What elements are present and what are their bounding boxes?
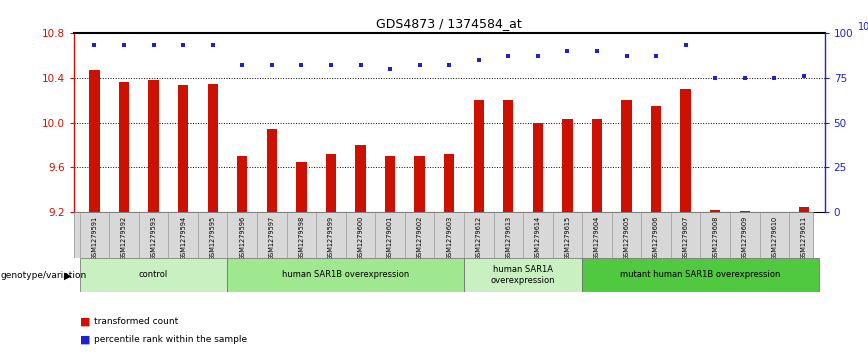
Bar bbox=[119, 82, 129, 212]
Text: GSM1279596: GSM1279596 bbox=[240, 216, 246, 260]
Point bbox=[147, 42, 161, 48]
Point bbox=[176, 42, 190, 48]
Text: control: control bbox=[139, 270, 168, 280]
Bar bbox=[296, 162, 306, 212]
Point bbox=[206, 42, 220, 48]
Bar bbox=[237, 156, 247, 212]
Point bbox=[679, 42, 693, 48]
Point bbox=[738, 75, 752, 81]
Text: 100%: 100% bbox=[858, 22, 868, 32]
Text: GSM1279614: GSM1279614 bbox=[535, 216, 541, 260]
Bar bbox=[355, 145, 365, 212]
Bar bbox=[651, 106, 661, 212]
Bar bbox=[592, 119, 602, 212]
Bar bbox=[740, 211, 750, 212]
Bar bbox=[207, 84, 218, 212]
Text: genotype/variation: genotype/variation bbox=[1, 272, 87, 280]
Text: GSM1279597: GSM1279597 bbox=[269, 216, 275, 260]
Text: GSM1279605: GSM1279605 bbox=[623, 216, 629, 260]
Bar bbox=[414, 156, 424, 212]
Text: GSM1279606: GSM1279606 bbox=[653, 216, 659, 260]
Bar bbox=[474, 100, 484, 212]
Point bbox=[235, 62, 249, 68]
Text: GSM1279602: GSM1279602 bbox=[417, 216, 423, 260]
Text: GSM1279613: GSM1279613 bbox=[505, 216, 511, 260]
Point bbox=[472, 57, 486, 62]
Point bbox=[353, 62, 367, 68]
Text: GSM1279600: GSM1279600 bbox=[358, 216, 364, 260]
Point bbox=[265, 62, 279, 68]
Text: GSM1279609: GSM1279609 bbox=[742, 216, 748, 260]
Bar bbox=[326, 154, 336, 212]
Text: transformed count: transformed count bbox=[94, 317, 178, 326]
Text: ■: ■ bbox=[80, 334, 90, 344]
Point bbox=[383, 66, 397, 72]
FancyBboxPatch shape bbox=[74, 212, 812, 258]
FancyBboxPatch shape bbox=[80, 258, 227, 291]
Bar bbox=[266, 129, 277, 212]
Point bbox=[620, 53, 634, 59]
Point bbox=[649, 53, 663, 59]
Text: GSM1279610: GSM1279610 bbox=[772, 216, 778, 260]
Point bbox=[294, 62, 308, 68]
Point bbox=[590, 48, 604, 54]
Point bbox=[412, 62, 426, 68]
Title: GDS4873 / 1374584_at: GDS4873 / 1374584_at bbox=[377, 17, 522, 30]
Bar bbox=[503, 100, 514, 212]
Text: GSM1279591: GSM1279591 bbox=[91, 216, 97, 260]
Text: mutant human SAR1B overexpression: mutant human SAR1B overexpression bbox=[621, 270, 780, 280]
Bar bbox=[178, 85, 188, 212]
Point bbox=[797, 73, 811, 79]
Text: GSM1279604: GSM1279604 bbox=[594, 216, 600, 260]
Text: GSM1279599: GSM1279599 bbox=[328, 216, 334, 260]
Text: GSM1279607: GSM1279607 bbox=[682, 216, 688, 260]
Point bbox=[502, 53, 516, 59]
Text: GSM1279593: GSM1279593 bbox=[150, 216, 156, 260]
FancyBboxPatch shape bbox=[464, 258, 582, 291]
Text: GSM1279594: GSM1279594 bbox=[181, 216, 186, 260]
Text: GSM1279612: GSM1279612 bbox=[476, 216, 482, 260]
Point bbox=[442, 62, 457, 68]
Text: GSM1279603: GSM1279603 bbox=[446, 216, 452, 260]
Text: percentile rank within the sample: percentile rank within the sample bbox=[94, 335, 247, 344]
Point bbox=[531, 53, 545, 59]
Point bbox=[324, 62, 338, 68]
Bar bbox=[621, 100, 632, 212]
Point bbox=[88, 42, 102, 48]
Bar bbox=[444, 154, 454, 212]
Point bbox=[561, 48, 575, 54]
Text: ▶: ▶ bbox=[63, 271, 71, 281]
Text: GSM1279592: GSM1279592 bbox=[121, 216, 127, 260]
Point bbox=[117, 42, 131, 48]
Text: GSM1279595: GSM1279595 bbox=[210, 216, 216, 260]
Text: human SAR1B overexpression: human SAR1B overexpression bbox=[282, 270, 410, 280]
Text: ■: ■ bbox=[80, 316, 90, 326]
Bar bbox=[148, 80, 159, 212]
FancyBboxPatch shape bbox=[227, 258, 464, 291]
Point bbox=[708, 75, 722, 81]
Bar bbox=[681, 89, 691, 212]
Bar bbox=[385, 156, 395, 212]
Text: GSM1279601: GSM1279601 bbox=[387, 216, 393, 260]
Text: GSM1279608: GSM1279608 bbox=[713, 216, 718, 260]
FancyBboxPatch shape bbox=[582, 258, 819, 291]
Text: GSM1279611: GSM1279611 bbox=[801, 216, 807, 260]
Text: GSM1279598: GSM1279598 bbox=[299, 216, 305, 260]
Bar bbox=[799, 207, 809, 212]
Bar bbox=[533, 123, 543, 212]
Point bbox=[767, 75, 781, 81]
Bar bbox=[562, 119, 573, 212]
Bar bbox=[710, 210, 720, 212]
Text: GSM1279615: GSM1279615 bbox=[564, 216, 570, 260]
Text: human SAR1A
overexpression: human SAR1A overexpression bbox=[490, 265, 556, 285]
Bar bbox=[89, 70, 100, 212]
